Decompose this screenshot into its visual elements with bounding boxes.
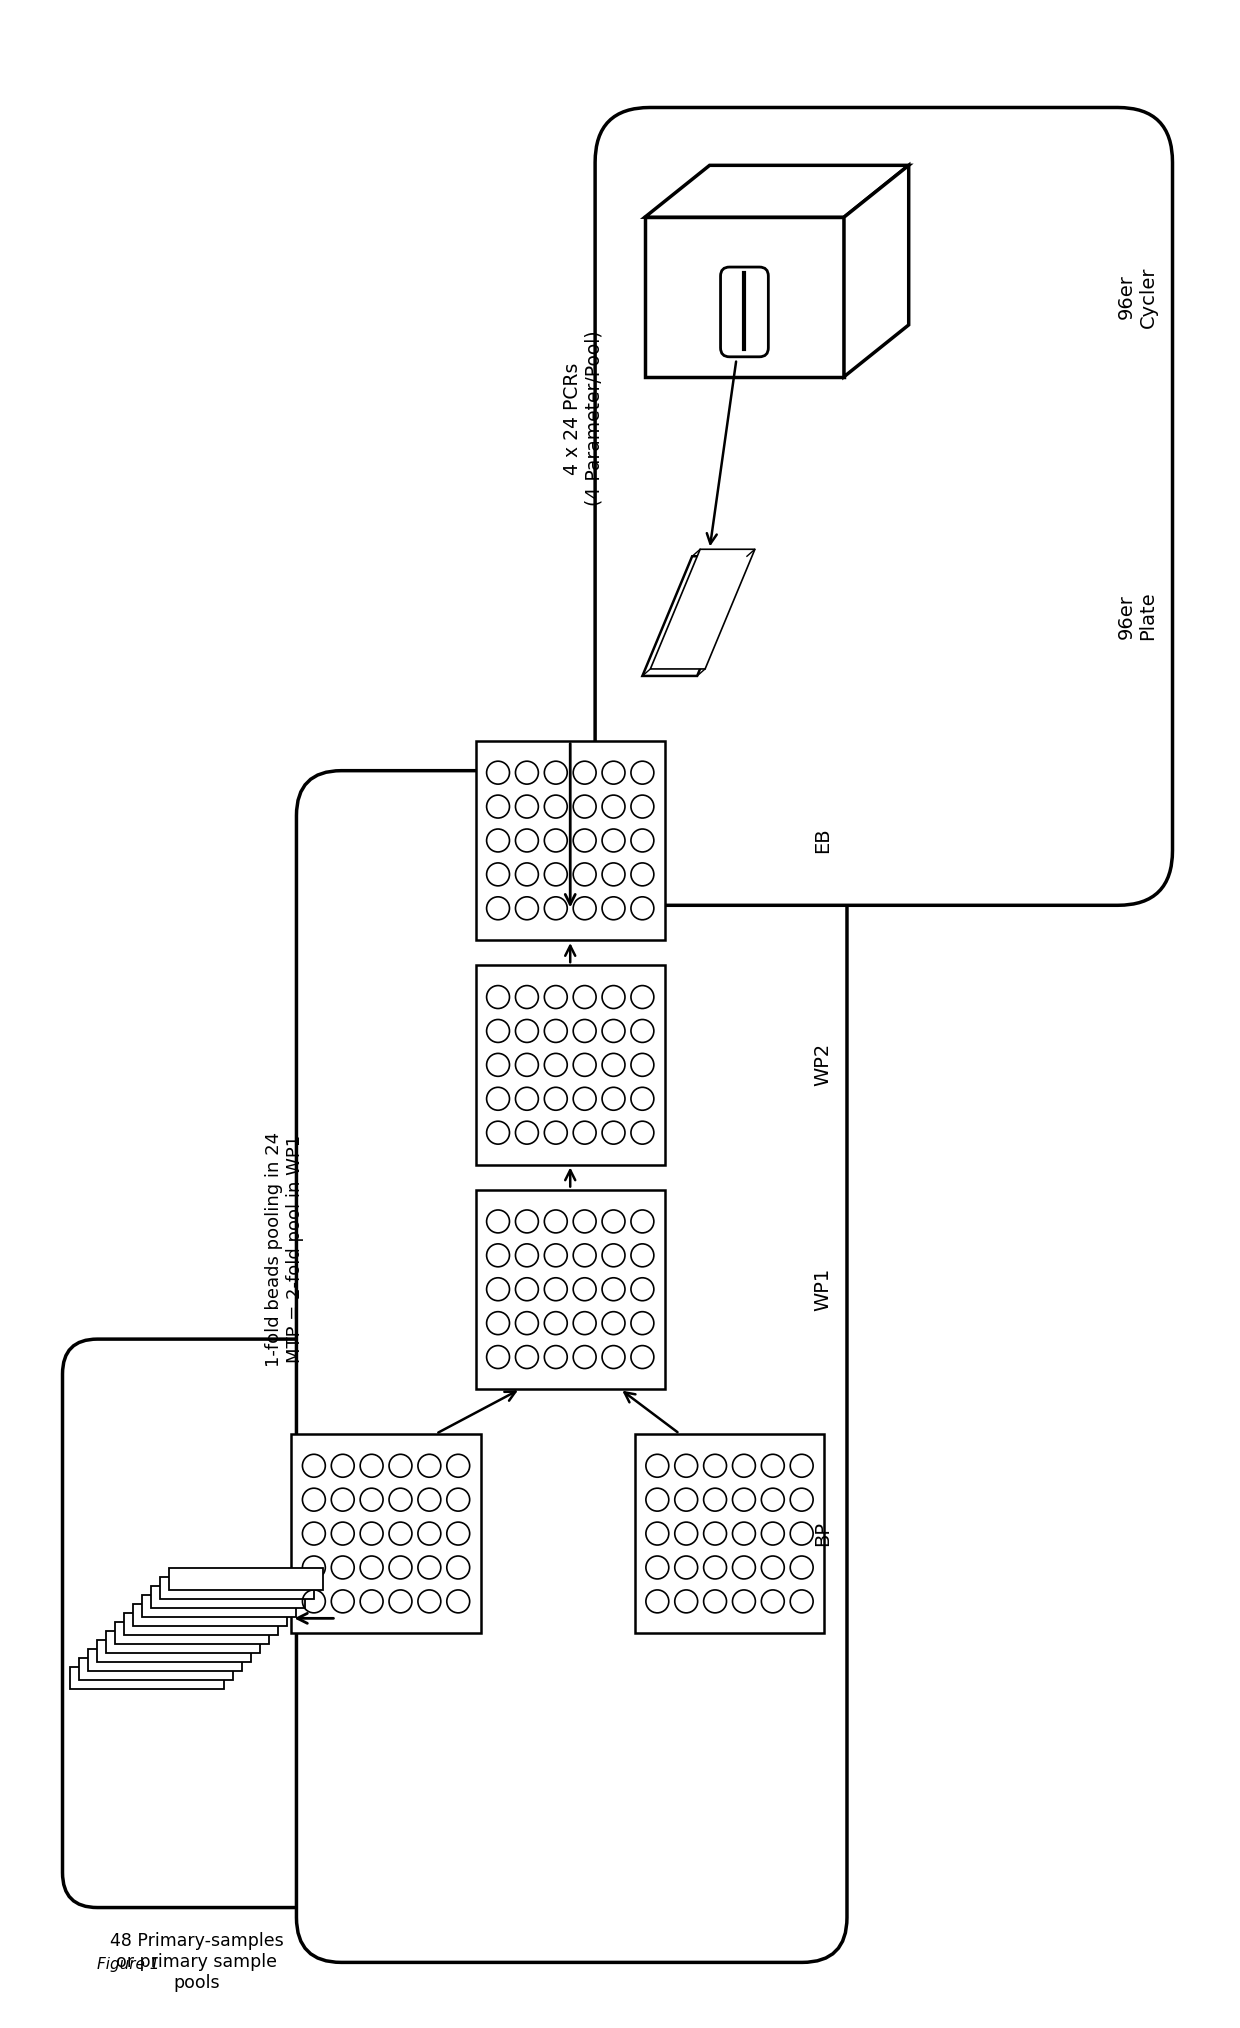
Bar [635, 1434, 825, 1633]
Bar [141, 1596, 296, 1618]
Bar [88, 1649, 242, 1671]
Bar [79, 1659, 233, 1679]
Text: WP2: WP2 [813, 1042, 832, 1087]
FancyBboxPatch shape [595, 107, 1173, 904]
Text: 48 Primary-samples
or primary sample
pools: 48 Primary-samples or primary sample poo… [110, 1933, 284, 1991]
Bar [133, 1604, 286, 1626]
Text: 1-fold beads pooling in 24
MTP = 2-fold pool in WP1: 1-fold beads pooling in 24 MTP = 2-fold … [265, 1132, 304, 1367]
Bar [291, 1434, 481, 1633]
FancyBboxPatch shape [720, 268, 769, 357]
Text: 4 x 24 PCRs
(4 Parameter/Pool): 4 x 24 PCRs (4 Parameter/Pool) [563, 331, 604, 507]
Text: 96er
Cycler: 96er Cycler [1116, 266, 1158, 329]
Bar [150, 1586, 305, 1608]
Bar [115, 1622, 269, 1645]
Polygon shape [642, 556, 746, 675]
Text: 96er
Plate: 96er Plate [1116, 592, 1158, 641]
Bar [69, 1667, 224, 1689]
Bar [124, 1614, 278, 1635]
Bar [476, 965, 665, 1164]
Text: EB: EB [813, 827, 832, 854]
Bar [645, 217, 844, 377]
Bar [105, 1631, 260, 1653]
FancyBboxPatch shape [62, 1338, 331, 1908]
Text: Figure 1: Figure 1 [98, 1957, 160, 1973]
Text: BP: BP [813, 1521, 832, 1545]
Bar [160, 1578, 314, 1600]
Bar [169, 1568, 322, 1590]
Polygon shape [650, 550, 755, 669]
Text: WP1: WP1 [813, 1268, 832, 1310]
Polygon shape [844, 166, 909, 377]
Bar [476, 740, 665, 941]
FancyBboxPatch shape [296, 771, 847, 1963]
Bar [476, 1190, 665, 1389]
Bar [97, 1641, 252, 1663]
Polygon shape [645, 166, 909, 217]
